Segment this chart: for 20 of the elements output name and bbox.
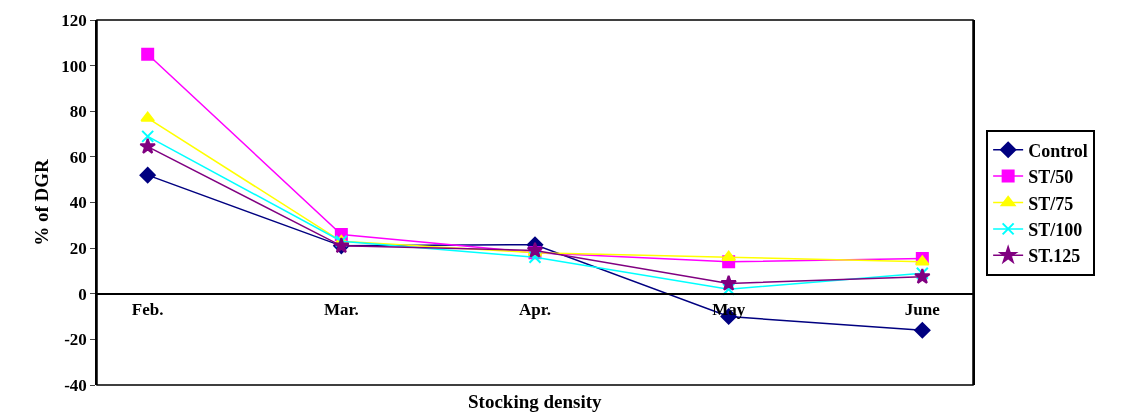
legend-label: ST.125 — [1028, 246, 1081, 267]
legend-label: ST/100 — [1028, 219, 1083, 240]
y-tick-label: 20 — [69, 239, 87, 259]
legend-label: Control — [1028, 140, 1088, 161]
y-axis-title: % of DGR — [30, 158, 52, 246]
legend-label: ST/50 — [1028, 167, 1074, 188]
y-tick-label: 60 — [69, 147, 87, 167]
y-tick-label: -40 — [64, 375, 87, 395]
y-tick-label: 0 — [78, 284, 87, 304]
x-tick-label: Mar. — [323, 299, 359, 319]
x-tick-label: Apr. — [519, 299, 551, 319]
y-tick-label: 80 — [69, 102, 87, 122]
legend-label: ST/75 — [1028, 193, 1074, 214]
x-tick-label: June — [904, 299, 941, 319]
y-tick-label: 40 — [69, 193, 87, 213]
y-tick-label: 100 — [61, 56, 87, 76]
x-axis-title: Stocking density — [468, 391, 603, 412]
y-tick-label: 120 — [61, 10, 87, 30]
y-tick-label: -20 — [64, 330, 87, 350]
x-tick-label: Feb. — [131, 299, 164, 319]
